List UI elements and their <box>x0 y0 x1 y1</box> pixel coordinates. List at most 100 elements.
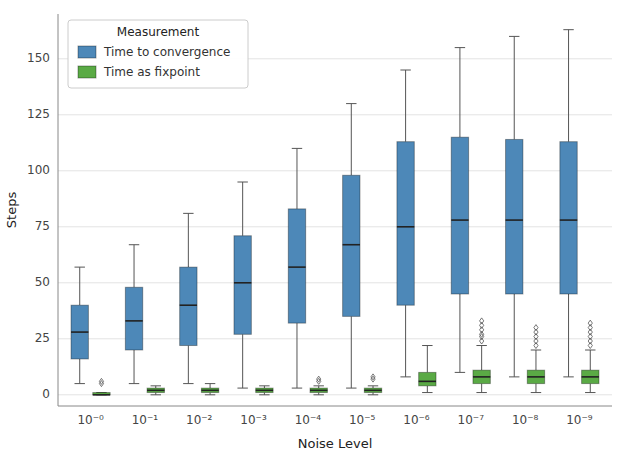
box <box>582 370 599 383</box>
flier <box>99 378 103 384</box>
median <box>125 320 142 322</box>
upper-whisker <box>79 267 80 305</box>
box <box>201 388 218 392</box>
upper-cap <box>531 350 541 351</box>
box <box>125 287 142 350</box>
y-tick-label: 50 <box>35 275 50 289</box>
legend-swatch <box>78 66 96 78</box>
upper-whisker <box>535 350 536 370</box>
x-axis-label: Noise Level <box>298 436 373 451</box>
y-tick-label: 75 <box>35 219 50 233</box>
median <box>560 219 577 221</box>
upper-whisker <box>188 213 189 267</box>
lower-whisker <box>481 384 482 393</box>
upper-cap <box>422 345 432 346</box>
upper-whisker <box>405 70 406 142</box>
median <box>71 331 88 333</box>
grid-line <box>58 394 612 395</box>
lower-cap <box>292 388 302 389</box>
legend: MeasurementTime to convergenceTime as fi… <box>68 20 248 88</box>
upper-cap <box>455 47 465 48</box>
upper-cap <box>292 148 302 149</box>
grid-line <box>58 170 612 171</box>
lower-whisker <box>590 384 591 393</box>
x-tick-label: 10⁻⁴ <box>295 413 322 427</box>
lower-whisker <box>427 386 428 393</box>
upper-whisker <box>242 182 243 236</box>
x-tick-label: 10⁻⁰ <box>77 413 104 427</box>
box <box>180 267 197 345</box>
median <box>180 304 197 306</box>
lower-cap <box>368 394 378 395</box>
lower-whisker <box>296 323 297 388</box>
lower-whisker <box>405 305 406 377</box>
box <box>93 393 110 395</box>
lower-cap <box>422 392 432 393</box>
lower-whisker <box>242 334 243 388</box>
box <box>473 370 490 383</box>
upper-whisker <box>210 384 211 388</box>
upper-cap <box>129 244 139 245</box>
box <box>288 209 305 323</box>
box <box>147 388 164 392</box>
lower-cap <box>151 394 161 395</box>
lower-cap <box>313 394 323 395</box>
lower-cap <box>531 392 541 393</box>
y-tick-label: 0 <box>42 387 50 401</box>
lower-cap <box>400 376 410 377</box>
median <box>93 394 110 396</box>
median <box>256 390 273 392</box>
legend-frame <box>68 20 248 88</box>
flier <box>588 320 592 326</box>
median <box>582 376 599 378</box>
upper-whisker <box>481 346 482 371</box>
grid-line <box>58 282 612 283</box>
lower-cap <box>183 383 193 384</box>
lower-cap <box>259 394 269 395</box>
lower-whisker <box>134 350 135 384</box>
lower-whisker <box>514 294 515 377</box>
median <box>397 226 414 228</box>
flier <box>317 376 321 382</box>
y-axis-line <box>58 14 59 406</box>
flier <box>99 381 103 387</box>
series <box>93 318 599 395</box>
y-axis-label: Steps <box>4 192 19 229</box>
x-tick-label: 10⁻⁷ <box>458 413 485 427</box>
upper-cap <box>183 213 193 214</box>
flier <box>317 378 321 384</box>
lower-whisker <box>568 294 569 377</box>
lower-cap <box>455 372 465 373</box>
box <box>397 142 414 306</box>
median <box>527 376 544 378</box>
upper-cap <box>563 29 573 30</box>
box <box>364 388 381 392</box>
box <box>310 388 327 392</box>
lower-cap <box>509 376 519 377</box>
legend-label: Time as fixpoint <box>103 65 200 79</box>
grid-line <box>58 226 612 227</box>
median <box>288 266 305 268</box>
lower-cap <box>563 376 573 377</box>
x-tick-label: 10⁻⁵ <box>349 413 376 427</box>
lower-cap <box>476 392 486 393</box>
lower-cap <box>237 388 247 389</box>
chart: 025507510012515010⁻⁰10⁻¹10⁻²10⁻³10⁻⁴10⁻⁵… <box>0 0 626 458</box>
grid-line <box>58 114 612 115</box>
lower-cap <box>75 383 85 384</box>
upper-whisker <box>590 350 591 370</box>
upper-cap <box>476 345 486 346</box>
median <box>343 244 360 246</box>
median <box>419 381 436 383</box>
box <box>419 372 436 385</box>
lower-cap <box>346 388 356 389</box>
upper-whisker <box>459 48 460 138</box>
lower-whisker <box>535 384 536 393</box>
box <box>527 370 544 383</box>
upper-cap <box>509 36 519 37</box>
upper-whisker <box>514 36 515 139</box>
upper-cap <box>346 103 356 104</box>
upper-whisker <box>134 245 135 288</box>
x-axis-line <box>58 406 612 407</box>
x-tick-label: 10⁻² <box>186 413 213 427</box>
